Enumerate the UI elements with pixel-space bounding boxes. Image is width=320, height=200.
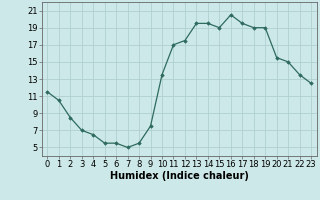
X-axis label: Humidex (Indice chaleur): Humidex (Indice chaleur)	[110, 171, 249, 181]
